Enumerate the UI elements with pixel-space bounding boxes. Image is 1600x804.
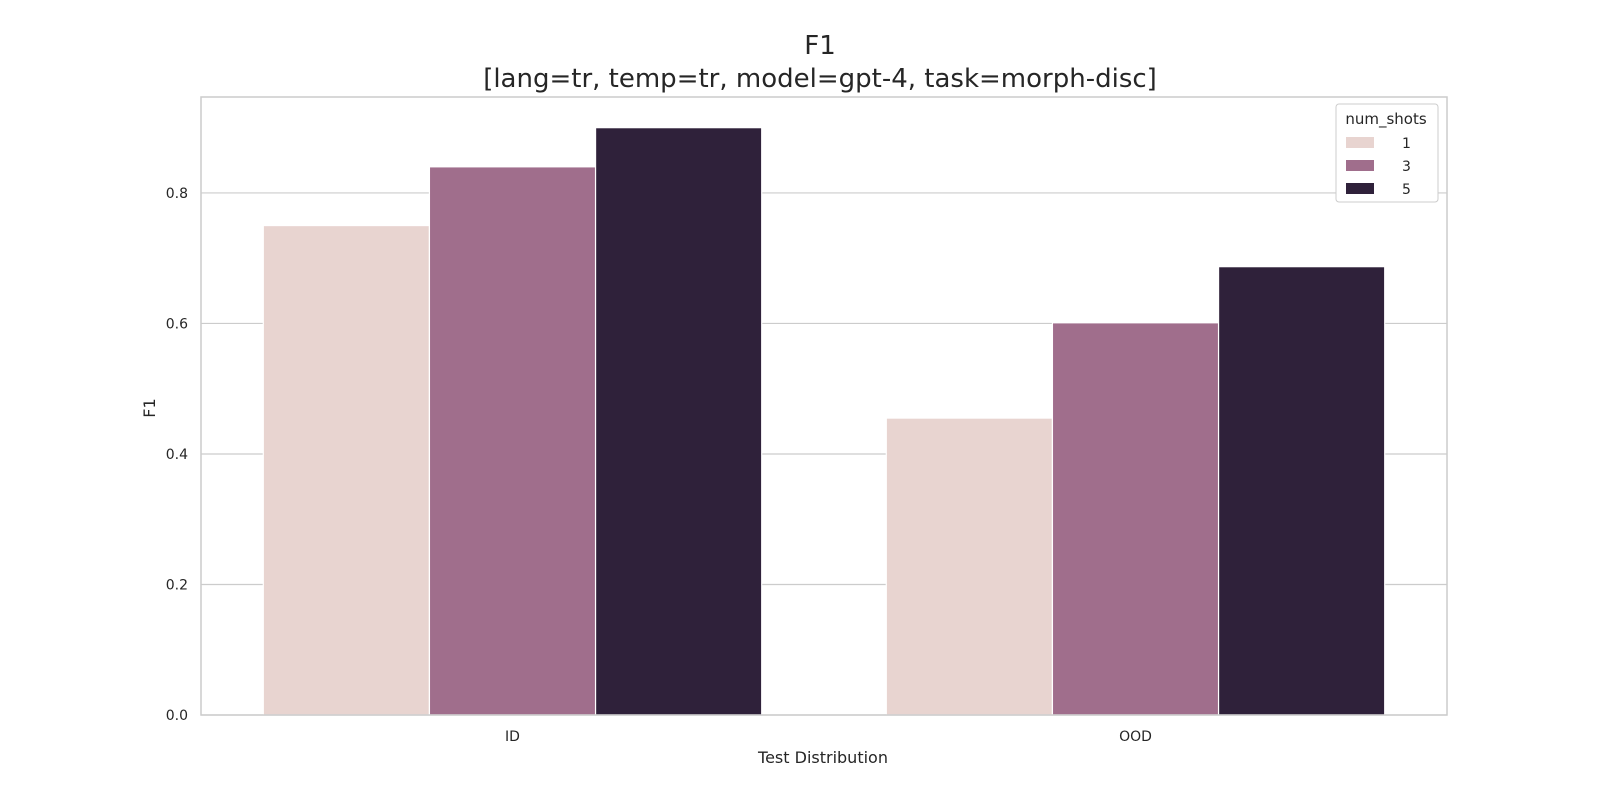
legend-entries: 1 3 5: [1346, 136, 1411, 198]
plot-frame: [200, 96, 1448, 716]
chart-title: F1: [804, 31, 836, 61]
legend-title: num_shots: [1345, 110, 1427, 129]
y-axis-ticks: 0.0 0.2 0.4 0.6 0.8: [166, 186, 188, 724]
bars: [262, 127, 1386, 716]
bar-id-shots-1: [262, 224, 431, 716]
bar-ood-shots-1: [885, 417, 1054, 716]
y-tick-label: 0.0: [166, 708, 188, 724]
x-axis-ticks: ID OOD: [505, 729, 1152, 745]
legend: num_shots 1 3 5: [1335, 103, 1439, 203]
chart-subtitle: [lang=tr, temp=tr, model=gpt-4, task=mor…: [483, 64, 1157, 94]
legend-box: [1335, 103, 1439, 203]
x-tick-label: ID: [505, 729, 520, 745]
legend-swatch: [1346, 137, 1374, 148]
y-axis-label: F1: [140, 398, 159, 417]
legend-swatch: [1346, 160, 1374, 171]
legend-swatch: [1346, 183, 1374, 194]
legend-label: 3: [1402, 159, 1411, 175]
legend-label: 5: [1402, 182, 1411, 198]
bar-id-shots-3: [428, 166, 597, 716]
y-tick-label: 0.2: [166, 577, 188, 593]
bar-ood-shots-5: [1217, 266, 1386, 716]
x-tick-label: OOD: [1119, 729, 1152, 745]
y-tick-label: 0.6: [166, 316, 188, 332]
y-tick-label: 0.4: [166, 447, 188, 463]
y-tick-label: 0.8: [166, 186, 188, 202]
bar-ood-shots-3: [1051, 322, 1220, 716]
legend-label: 1: [1402, 136, 1411, 152]
x-axis-label: Test Distribution: [757, 748, 888, 767]
bar-id-shots-5: [594, 127, 763, 716]
